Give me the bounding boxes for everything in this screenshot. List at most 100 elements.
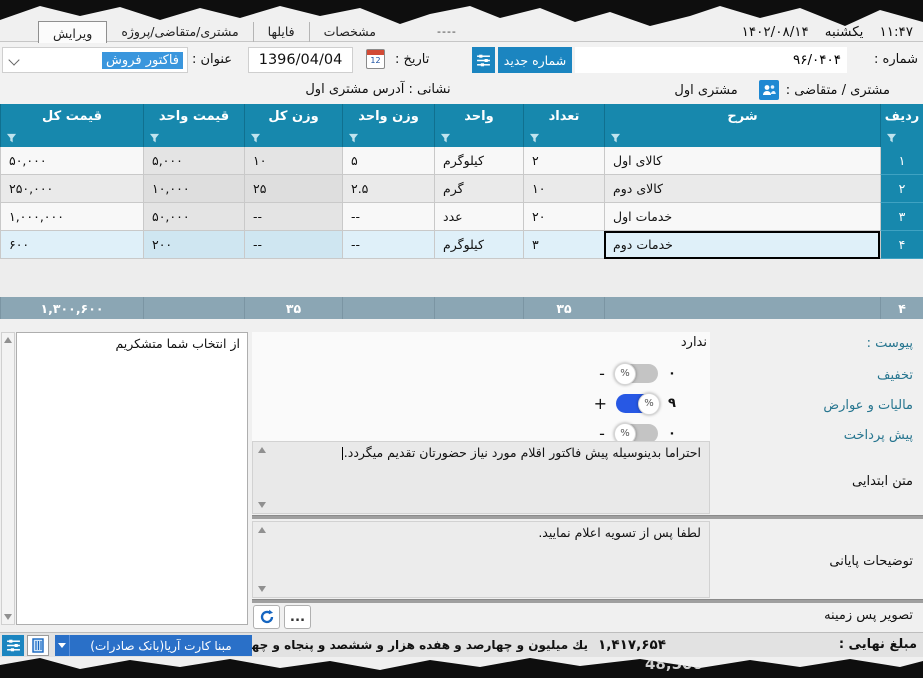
scroll-up-icon[interactable] xyxy=(258,527,266,533)
customer-value: مشتری اول xyxy=(674,82,738,98)
table-cell[interactable]: -- xyxy=(342,231,434,259)
table-cell[interactable]: ۵۰,۰۰۰ xyxy=(0,147,143,175)
table-cell[interactable]: ۲.۵ xyxy=(342,175,434,203)
table-cell[interactable]: ۵ xyxy=(342,147,434,175)
table-cell[interactable]: ۵۰,۰۰۰ xyxy=(143,203,244,231)
tax-value[interactable]: ۹ xyxy=(668,396,676,411)
text-cursor xyxy=(341,447,343,460)
filter-icon[interactable] xyxy=(250,133,261,144)
table-cell[interactable]: -- xyxy=(342,203,434,231)
tax-toggle[interactable]: % xyxy=(616,392,660,415)
calendar-icon[interactable]: 12 xyxy=(366,49,385,69)
discount-value[interactable]: ۰ xyxy=(668,366,676,381)
column-header-description[interactable]: شرح xyxy=(604,104,880,147)
table-cell[interactable]: ۲۵ xyxy=(244,175,342,203)
discount-toggle[interactable]: % xyxy=(614,362,658,385)
totals-total-weight: ۳۵ xyxy=(244,297,342,319)
tab-customer-project[interactable]: مشتری/متقاضی/پروژه xyxy=(107,22,254,42)
filter-icon[interactable] xyxy=(149,133,160,144)
table-cell[interactable]: ۱۰ xyxy=(244,147,342,175)
filter-icon[interactable] xyxy=(348,133,359,144)
scroll-up-icon[interactable] xyxy=(258,447,266,453)
intro-text: احتراما بدینوسیله پیش فاکتور اقلام مورد … xyxy=(343,445,701,460)
number-settings-button[interactable] xyxy=(472,47,495,73)
column-header-row-number[interactable]: ردیف xyxy=(880,104,923,147)
intro-textarea[interactable]: احتراما بدینوسیله پیش فاکتور اقلام مورد … xyxy=(252,441,710,514)
thanks-textarea[interactable]: از انتخاب شما متشکریم xyxy=(16,332,248,625)
outro-textarea[interactable]: لطفا پس از تسویه اعلام نمایید. xyxy=(252,521,710,598)
background-refresh-button[interactable] xyxy=(253,605,280,629)
filter-icon[interactable] xyxy=(6,133,17,144)
background-browse-button[interactable]: ... xyxy=(284,605,311,629)
thanks-text: از انتخاب شما متشکریم xyxy=(115,336,240,351)
table-cell[interactable]: ۲۰ xyxy=(523,203,604,231)
table-cell[interactable]: ۴ xyxy=(880,231,923,259)
tax-sign: + xyxy=(593,394,607,413)
table-cell[interactable]: ۶۰۰ xyxy=(0,231,143,259)
table-cell[interactable]: -- xyxy=(244,203,342,231)
table-cell[interactable]: کالای دوم xyxy=(604,175,880,203)
table-cell[interactable]: ۱,۰۰۰,۰۰۰ xyxy=(0,203,143,231)
table-cell[interactable]: کالای اول xyxy=(604,147,880,175)
scroll-down-icon[interactable] xyxy=(258,502,266,508)
table-cell[interactable]: ۱۰,۰۰۰ xyxy=(143,175,244,203)
filter-icon[interactable] xyxy=(886,133,897,144)
tab-edit[interactable]: ویرایش xyxy=(38,21,108,43)
footer-settings-button[interactable] xyxy=(2,635,24,656)
filter-icon[interactable] xyxy=(440,133,451,144)
table-cell[interactable]: ۲۰۰ xyxy=(143,231,244,259)
table-cell[interactable]: کیلوگرم xyxy=(434,231,523,259)
attachment-value: ندارد xyxy=(680,335,707,350)
table-cell[interactable]: ۵,۰۰۰ xyxy=(143,147,244,175)
column-header-unit[interactable]: واحد xyxy=(434,104,523,147)
prepayment-toggle[interactable]: % xyxy=(614,422,658,445)
table-cell[interactable]: عدد xyxy=(434,203,523,231)
table-cell[interactable]: ۱۰ xyxy=(523,175,604,203)
totals-quantity: ۳۵ xyxy=(523,297,604,319)
scroll-up-icon[interactable] xyxy=(4,337,12,343)
totals-cell xyxy=(604,297,880,319)
column-header-unit-weight[interactable]: وزن واحد xyxy=(342,104,434,147)
date-input[interactable]: 1396/04/04 xyxy=(248,47,353,73)
number-input[interactable]: ۹۶/۰۴۰۴ xyxy=(575,47,847,73)
tab-files[interactable]: فایلها xyxy=(254,22,310,42)
chevron-down-icon[interactable] xyxy=(8,54,20,66)
table-cell[interactable]: ۳ xyxy=(880,203,923,231)
thanks-scrollbar[interactable] xyxy=(1,332,15,625)
totals-cell xyxy=(434,297,523,319)
tab-specs[interactable]: مشخصات xyxy=(323,24,376,39)
table-cell[interactable]: خدمات اول xyxy=(604,203,880,231)
filter-icon[interactable] xyxy=(610,133,621,144)
bank-account-dropdown[interactable]: مبنا کارت آریا(بانک صادرات) xyxy=(55,635,252,656)
title-combobox[interactable]: فاکتور فروش xyxy=(2,47,188,73)
table-cell[interactable]: ۲ xyxy=(880,175,923,203)
scroll-down-icon[interactable] xyxy=(258,586,266,592)
footer-bar: مبلغ نهایی : ۱,۴۱۷,۶۵۴ یك میلیون و چهارص… xyxy=(0,632,923,657)
table-cell-selected[interactable]: خدمات دوم xyxy=(604,231,880,259)
prepayment-value[interactable]: ۰ xyxy=(668,426,676,441)
discount-label: تخفیف xyxy=(877,368,913,383)
table-cell[interactable]: ۲ xyxy=(523,147,604,175)
title-label: عنوان : xyxy=(192,52,233,67)
select-customer-icon[interactable] xyxy=(758,80,779,100)
tabs: ویرایش مشتری/متقاضی/پروژه فایلها مشخصات xyxy=(38,21,390,43)
table-cell[interactable]: ۳ xyxy=(523,231,604,259)
table-cell[interactable]: ۲۵۰,۰۰۰ xyxy=(0,175,143,203)
column-header-total-weight[interactable]: وزن کل xyxy=(244,104,342,147)
clock: ۱۱:۴۷ یکشنبه ۱۴۰۲/۰۸/۱۴ xyxy=(742,24,913,40)
column-header-total-price[interactable]: قیمت کل xyxy=(0,104,143,147)
scroll-down-icon[interactable] xyxy=(4,614,12,620)
table-cell[interactable]: کیلوگرم xyxy=(434,147,523,175)
window-title-dashes: ---- xyxy=(437,25,457,38)
column-header-unit-price[interactable]: قیمت واحد xyxy=(143,104,244,147)
column-header-quantity[interactable]: تعداد xyxy=(523,104,604,147)
dropdown-arrow-icon[interactable] xyxy=(55,635,70,656)
table-cell[interactable]: گرم xyxy=(434,175,523,203)
table-cell[interactable]: -- xyxy=(244,231,342,259)
table-cell[interactable]: ۱ xyxy=(880,147,923,175)
discount-sign: - xyxy=(599,364,605,383)
pos-card-button[interactable] xyxy=(27,635,49,656)
totals-cell xyxy=(143,297,244,319)
new-number-button[interactable]: شماره جدید xyxy=(498,47,572,73)
filter-icon[interactable] xyxy=(529,133,540,144)
